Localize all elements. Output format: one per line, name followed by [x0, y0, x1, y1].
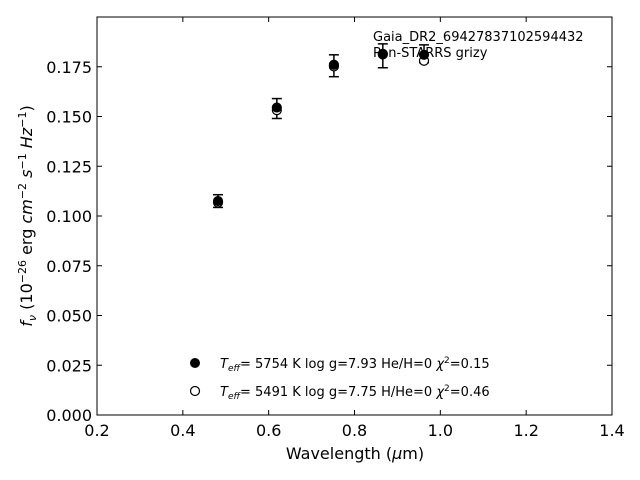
plot-frame — [96, 16, 613, 416]
y-tick-label: 0.150 — [46, 108, 92, 127]
y-tick-label: 0.100 — [46, 207, 92, 226]
y-axis-title: fν (10−26 erg cm−2 s−1 Hz−1) — [16, 105, 39, 326]
x-tick-label: 0.4 — [170, 421, 195, 440]
annotation-source-id: Gaia_DR2_69427837102594432 — [373, 30, 584, 45]
y-tick-label: 0.000 — [46, 406, 92, 425]
y-axis: 0.000 0.025 0.050 0.075 0.100 0.125 0.150 0.175 — [46, 58, 612, 425]
legend-marker-open — [189, 385, 201, 397]
x-tick-label: 1.2 — [513, 421, 538, 440]
x-tick-label: 1.4 — [599, 421, 624, 440]
y-tick-label: 0.050 — [46, 307, 92, 326]
model-point-filled — [377, 48, 388, 59]
x-axis: 0.2 0.4 0.6 0.8 1.0 1.2 1.4 — [84, 17, 625, 440]
model-point-filled — [271, 102, 282, 113]
y-tick-label: 0.125 — [46, 157, 92, 176]
y-tick-label: 0.025 — [46, 356, 92, 375]
plot-marks — [212, 43, 430, 209]
annotation-survey: Pan-STARRS grizy — [373, 46, 488, 61]
model-point-filled — [212, 195, 224, 207]
model-point-filled — [328, 59, 339, 70]
x-tick-label: 0.8 — [342, 421, 367, 440]
x-axis-title: Wavelength (μm) — [286, 444, 424, 463]
y-tick-label: 0.175 — [46, 58, 92, 77]
legend-entry-1: Teff= 5754 K log g=7.93 He/H=0 χ2=0.15 — [220, 356, 490, 374]
legend-entry-2: Teff= 5491 K log g=7.75 H/He=0 χ2=0.46 — [220, 384, 490, 402]
legend-marker-filled — [190, 358, 200, 368]
x-tick-label: 1.0 — [428, 421, 453, 440]
x-tick-label: 0.2 — [84, 421, 109, 440]
x-tick-label: 0.6 — [256, 421, 281, 440]
y-tick-label: 0.075 — [46, 257, 92, 276]
legend: Teff= 5754 K log g=7.93 He/H=0 χ2=0.15 T… — [189, 356, 490, 402]
model-point-filled — [418, 49, 430, 60]
